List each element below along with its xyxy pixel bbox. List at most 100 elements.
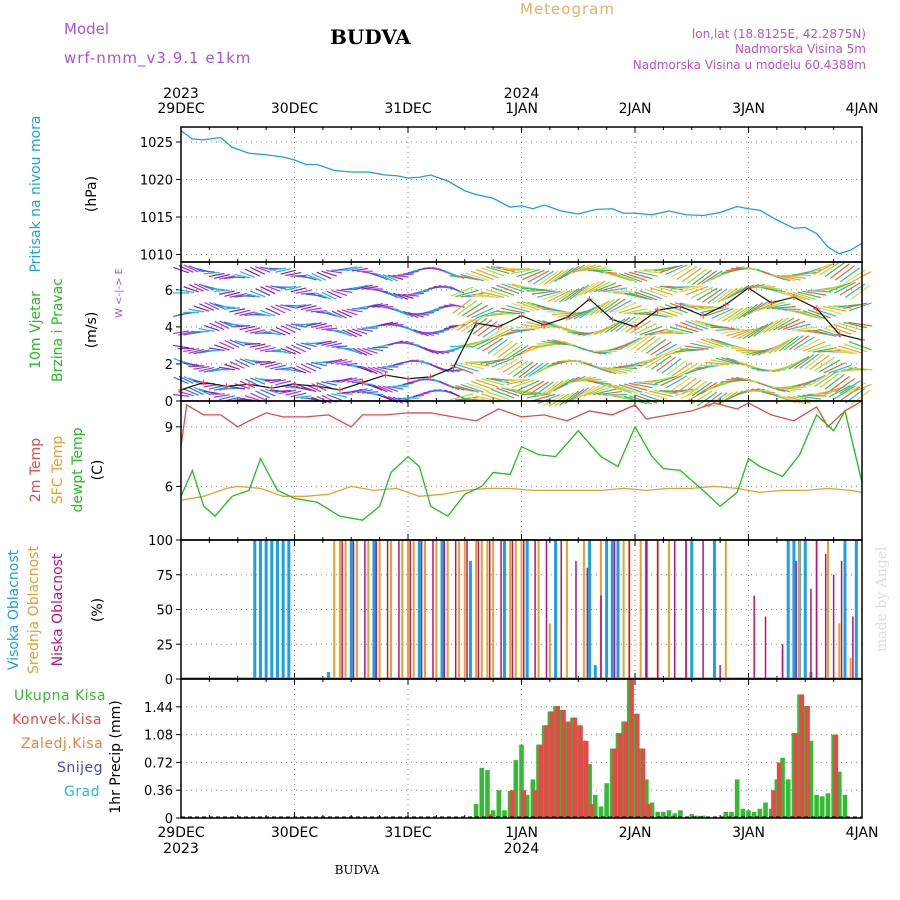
wind-arrow [787,323,811,331]
wind-arrow [686,380,707,397]
wind-arrow [829,385,851,398]
wind-arrow [450,286,474,297]
cloud-high-bar [264,540,268,679]
wind-arrow [495,310,520,315]
wind-arrow [523,362,544,378]
wind-arrow [470,380,494,391]
wind-arrow [461,302,483,317]
wind-arrow [516,301,540,311]
wind-arrow [848,321,873,327]
wind-arrow [496,358,519,371]
wind-arrow [613,366,638,370]
wind-arrow [835,265,855,281]
wind-arrow [634,291,658,301]
wind-arrow [290,274,307,277]
wind-arrow [249,290,266,298]
wind-arrow [245,268,260,277]
panel-4: 0 0.36 0.72 1.08 1.44 [144,679,863,827]
cloud-low-bar [685,540,687,679]
cloud-low-bar [398,540,400,679]
wind-arrow [799,353,820,369]
wind-arrow [593,365,617,375]
bottom-date-label: 1JAN [505,825,538,841]
wind-arrow [599,320,621,334]
wind-arrow [326,393,342,401]
cloud-low-bar [352,540,355,679]
precip-total-bar [695,815,700,818]
wind-arrow [654,389,679,395]
wind-arrow [331,393,348,398]
wind-arrow [608,272,632,282]
wind-arrow [361,391,378,394]
wind-arrow [613,384,637,394]
cloud-mid-bar [435,540,438,679]
top-date-label: 29DEC [157,101,204,117]
wind-arrow [747,301,769,315]
wind-arrow [778,335,799,352]
wind-arrow [593,282,617,293]
precip-total-bar [672,813,678,818]
wind-arrow [618,304,643,314]
wind-arrow [839,282,861,296]
wind-arrow [577,265,602,272]
wind-arrow [311,293,327,299]
cloud-high-bar [468,560,472,679]
wind-arrow [705,307,729,317]
wind-arrow [696,270,718,286]
cloud-low-bar [840,560,843,679]
wind-arrow [553,377,575,392]
wind-arrow [482,337,503,352]
wind-arrow [213,273,230,280]
wind-arrow [455,289,479,298]
cloud-high-bar [287,540,291,679]
wind-arrow [521,323,546,329]
wind-arrow [588,281,611,293]
wind-arrow [577,378,602,382]
wind-arrow [536,290,561,298]
wind-gust-marker [200,379,207,386]
wind-arrow [635,335,656,352]
wind-arrow [516,326,541,330]
wind-arrow [828,364,852,374]
y-tick-label: 100 [148,534,173,549]
wind-arrow [213,385,230,391]
wind-arrow [418,330,435,337]
wind-arrow [654,286,679,293]
wind-arrow [712,288,733,304]
wind-arrow [564,286,585,302]
cloud-low-bar [500,540,502,679]
wind-arrow [352,347,368,356]
wind-arrow [321,327,338,331]
wind-arrow [219,320,235,328]
precip-total-bar [661,811,666,818]
wind-arrow [183,348,200,353]
wind-arrow [592,270,617,274]
wind-arrow [260,309,276,317]
wind-arrow [418,345,434,354]
wind-arrow [356,389,373,394]
wind-arrow [659,264,683,273]
cloud-low-bar [810,588,812,679]
wind-arrow [574,385,595,401]
bottom-date-label: 30DEC [271,825,318,841]
wind-arrow [850,389,871,406]
top-year-label: 2024 [504,86,540,102]
wind-arrow [485,266,510,275]
wind-arrow [331,289,348,297]
wind-arrow [828,325,852,335]
wind-arrow [712,391,733,408]
wind-arrow [634,322,657,335]
cloud-low-bar [764,616,767,679]
wind-arrow [720,357,745,366]
wind-arrow [574,282,595,298]
wind-arrow [275,389,292,393]
cloud-mid-bar [412,540,415,679]
wind-arrow [249,343,266,348]
wind-arrow [691,390,713,405]
wind-arrow [264,330,281,336]
wind-arrow [766,385,791,393]
wind-arrow [526,321,551,329]
cloud-high-bar [440,540,444,679]
wind-arrow [681,267,702,283]
